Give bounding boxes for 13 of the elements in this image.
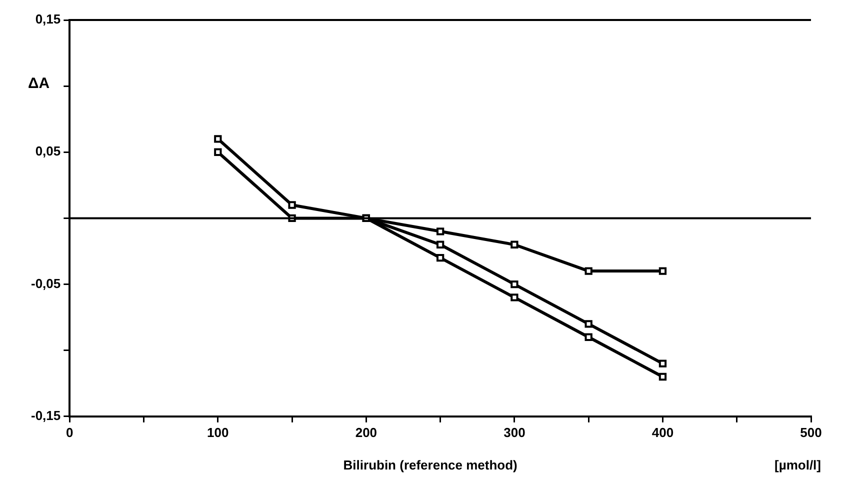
- x-tick-label: 0: [66, 424, 74, 440]
- x-tick-label: 500: [800, 424, 822, 440]
- text: [µmol/l]: [774, 458, 821, 473]
- x-tick-label: 100: [207, 424, 229, 440]
- y-tick-label: 0,15: [35, 12, 61, 27]
- y-tick-label: -0,05: [30, 276, 61, 291]
- x-tick-label: 200: [355, 424, 378, 440]
- y-tick-label: -0,15: [30, 408, 61, 423]
- x-tick-label: 400: [652, 424, 674, 440]
- x-axis-title: Bilirubin (reference method): [343, 458, 518, 473]
- y-tick-label: 0,05: [35, 144, 61, 159]
- y-axis-title: ΔA: [28, 75, 50, 92]
- x-tick-label: 300: [504, 424, 526, 440]
